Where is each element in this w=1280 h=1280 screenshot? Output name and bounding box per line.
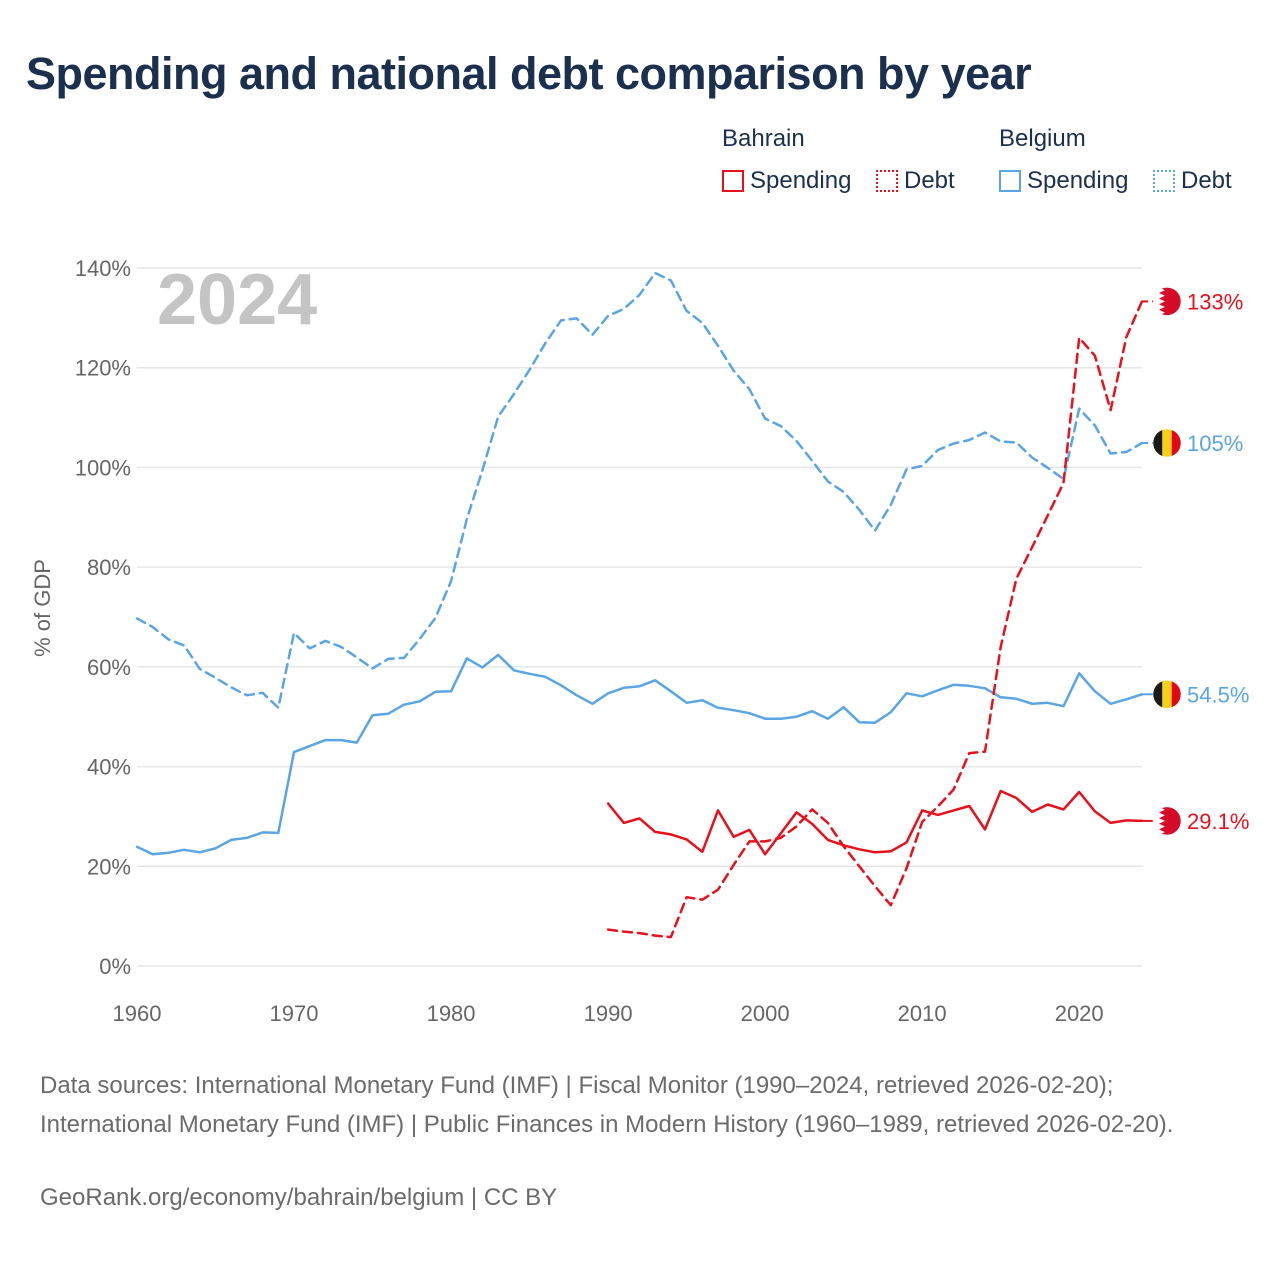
legend-swatch-belgium-spending [999,170,1021,192]
y-tick-label: 40% [87,755,131,780]
x-tick-label: 2020 [1055,1001,1104,1026]
x-tick-label: 2010 [898,1001,947,1026]
legend-title-bahrain: Bahrain [722,125,805,152]
y-tick-label: 60% [87,655,131,680]
grid [137,267,1142,967]
legend-label-bahrain-spending: Spending [750,167,852,194]
credit-line: GeoRank.org/economy/bahrain/belgium | CC… [40,1184,558,1211]
y-tick-label: 100% [75,455,131,480]
legend-title-belgium: Belgium [999,125,1086,152]
legend-belgium-spending[interactable]: Spending [999,167,1128,195]
bahrain-flag-icon [1152,287,1182,316]
y-tick-label: 80% [87,555,131,580]
end-label-belgium-spending: 54.5% [1187,682,1249,707]
chart-title: Spending and national debt comparison by… [26,48,1032,99]
x-tick-label: 1990 [584,1001,633,1026]
belgium-flag-icon [1152,680,1182,709]
legend-label-belgium-debt: Debt [1181,167,1232,194]
x-tick-label: 1960 [113,1001,162,1026]
bahrain-flag-icon [1152,806,1182,836]
legend-bahrain-debt[interactable]: Debt [876,167,955,195]
y-tick-label: 0% [99,954,131,979]
y-tick-label: 120% [75,356,131,381]
end-labels: 133% 105% 54.5% 29.1% [1142,287,1249,836]
x-tick-label: 2000 [741,1001,790,1026]
data-sources: Data sources: International Monetary Fun… [40,1072,1174,1138]
series-line-belgium-debt[interactable] [135,271,1144,709]
legend-belgium-debt[interactable]: Debt [1153,167,1232,195]
end-label-bahrain-spending: 29.1% [1187,809,1249,834]
legend-swatch-bahrain-spending [722,170,744,192]
legend-swatch-bahrain-debt [876,170,898,192]
legend-bahrain-spending[interactable]: Spending [722,167,851,195]
x-tick-label: 1970 [270,1001,319,1026]
axes: 0% 20% 40% 60% 80% 100% 120% 140% 1960 1970 1980 19… [75,256,1104,1026]
series-line-bahrain-debt[interactable] [606,300,1144,939]
y-tick-label: 20% [87,854,131,879]
x-tick-label: 1980 [427,1001,476,1026]
series [135,271,1144,939]
belgium-flag-icon [1152,428,1182,458]
series-line-belgium-spending[interactable] [135,653,1144,856]
end-label-bahrain-debt: 133% [1187,289,1243,314]
chart-plot-area: 2024 0% 20% 40% 60% 80% 100% 120% 140% 1960 1970 1… [30,256,1249,1026]
y-axis-label: % of GDP [30,559,55,657]
series-line-bahrain-spending[interactable] [606,789,1144,856]
end-label-belgium-debt: 105% [1187,431,1243,456]
legend-label-belgium-spending: Spending [1027,167,1129,194]
legend-label-bahrain-debt: Debt [904,167,955,194]
legend-swatch-belgium-debt [1153,170,1175,192]
y-tick-label: 140% [75,256,131,281]
year-watermark: 2024 [157,260,317,340]
